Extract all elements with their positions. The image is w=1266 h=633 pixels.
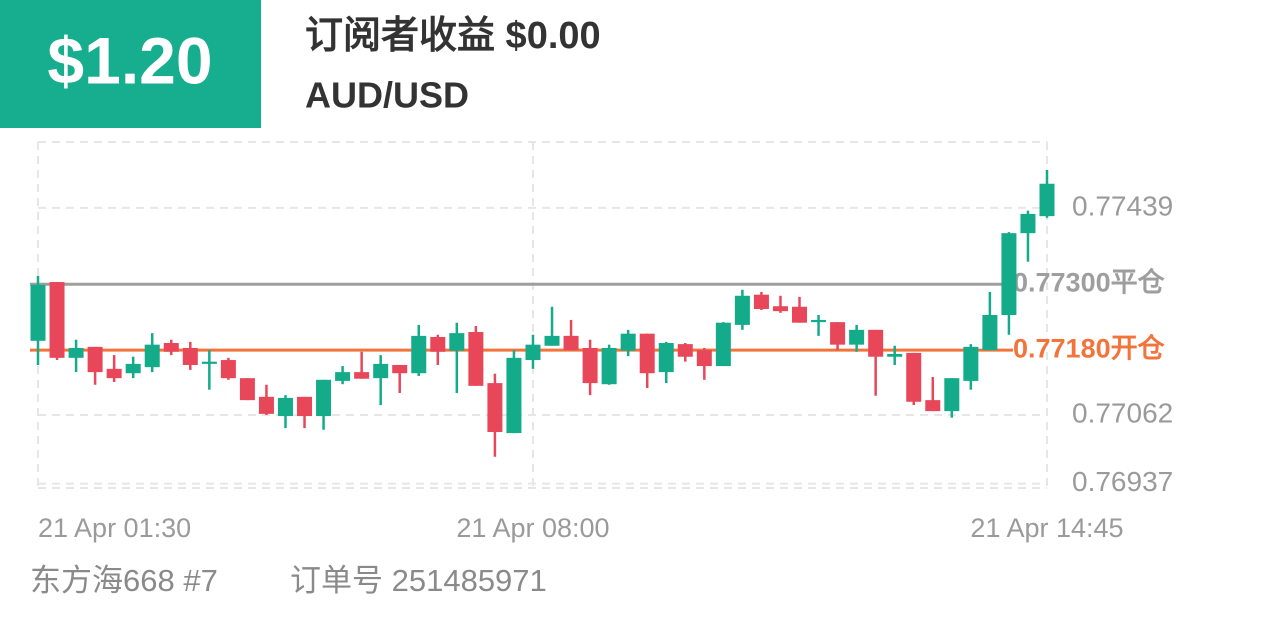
candle-body [487,383,503,432]
candle-body [696,350,712,367]
candle-body [582,347,598,384]
candle-body [106,368,122,379]
candle-body [544,335,560,346]
candle-body [297,396,313,417]
candle-body [316,379,332,417]
candle-body [620,333,636,351]
candle-body [277,397,293,417]
y-tick-label: 0.77062 [1072,397,1173,428]
candle-body [49,282,65,358]
candle-body [639,333,655,374]
profit: $1.20 [47,23,212,97]
candle-body [449,333,465,351]
candle-body [830,322,846,345]
candle-body [125,363,141,374]
x-tick-label: 21 Apr 08:00 [456,513,609,543]
candle-body [944,378,960,412]
candle-body [849,329,865,345]
candle-body [182,347,198,365]
candle-body [201,361,217,364]
candle-body [811,319,827,323]
candle-body [373,363,389,379]
candle-body [601,347,617,385]
candle-body [772,306,788,312]
candle-body [506,357,522,434]
candle-body [239,378,255,401]
candle-body [925,400,941,412]
candle-body [658,343,674,373]
title: 订阅者收益 $0.00 [305,15,601,57]
candle-body [1039,183,1055,217]
candle-body [963,346,979,381]
candle-body [1001,233,1017,315]
symbol: AUD/USD [305,75,469,116]
candle-body [411,335,427,374]
candle-body [525,344,541,361]
candle-body [144,344,160,368]
candle-body [715,322,731,367]
x-tick-label: 21 Apr 14:45 [970,513,1123,543]
candle-body [392,364,408,374]
candle-body [258,396,274,414]
y-tick-label: 0.77439 [1072,190,1173,221]
reference-label: 0.77180开仓 [1013,333,1166,363]
candle-body [30,284,46,341]
candle-body [68,347,84,358]
candle-body [982,315,998,351]
x-tick-label: 21 Apr 01:30 [38,513,191,543]
candle-body [677,344,693,357]
candle-body [87,346,103,373]
candle-body [163,343,179,352]
candle-body [563,335,579,351]
candle-body [887,353,903,357]
candle-body [220,360,236,379]
y-tick-label: 0.76937 [1072,466,1173,497]
candle-body [335,372,351,381]
candle-body [1020,213,1036,234]
candle-body [468,332,484,386]
candle-body [906,352,922,402]
order-number: 订单号 251485971 [290,563,547,598]
profit-badge [0,0,261,128]
candle-body [753,294,769,309]
candle-body [792,306,808,323]
candle-body [430,336,446,352]
trader: 东方海668 #7 [30,563,218,598]
candle-body [354,372,370,379]
candle-body [868,329,884,357]
candle-body [734,295,750,325]
reference-label: 0.77300平仓 [1013,267,1166,297]
